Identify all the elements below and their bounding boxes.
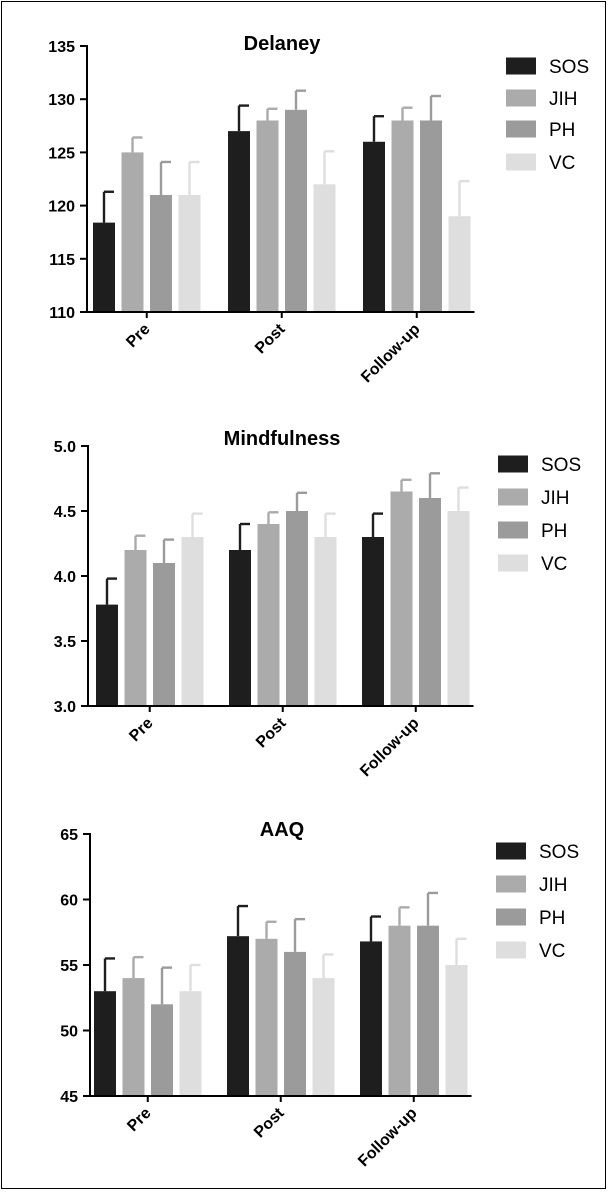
y-tick-label: 65	[60, 827, 78, 844]
chart-title: Delaney	[244, 33, 322, 55]
chart-title: AAQ	[260, 819, 304, 841]
bar	[314, 537, 337, 706]
legend-label: JIH	[549, 89, 578, 110]
y-tick-label: 4.0	[54, 569, 76, 586]
legend-label: JIH	[539, 875, 568, 896]
bar	[388, 925, 411, 1096]
bar	[229, 550, 251, 706]
x-tick-label: Follow-up	[355, 1105, 421, 1171]
legend-swatch	[498, 521, 528, 539]
legend-swatch	[496, 842, 526, 860]
bar	[227, 936, 249, 1096]
legend-label: PH	[541, 521, 567, 542]
x-tick-label: Follow-up	[358, 321, 424, 387]
legend-swatch	[506, 89, 536, 107]
x-tick-label: Post	[253, 714, 290, 751]
bar	[448, 216, 471, 312]
bar	[417, 925, 439, 1096]
bar	[286, 511, 308, 706]
bar	[150, 194, 172, 312]
bar	[178, 194, 201, 312]
y-tick-label: 3.0	[54, 699, 76, 716]
legend-label: SOS	[541, 455, 581, 476]
bar	[445, 965, 468, 1096]
y-tick-label: 5.0	[54, 439, 76, 456]
y-tick-label: 115	[49, 252, 75, 269]
x-tick-label: Follow-up	[357, 715, 423, 781]
bar	[312, 978, 335, 1096]
bar	[179, 991, 202, 1096]
y-tick-label: 125	[48, 145, 75, 162]
chart-title: Mindfulness	[224, 428, 341, 450]
bar	[124, 550, 147, 706]
legend-swatch	[496, 941, 526, 959]
bar	[362, 537, 384, 706]
legend-label: JIH	[541, 488, 570, 509]
y-tick-label: 4.5	[54, 504, 76, 521]
legend-swatch	[498, 488, 528, 506]
chart-mindfulness: Mindfulness 3.0 3.5 4.0 4.5 5.0 Pre Post Follow-…	[54, 428, 581, 780]
legend-swatch	[506, 120, 536, 138]
bar	[391, 120, 414, 312]
y-tick-label: 135	[48, 39, 75, 56]
y-tick-label: 130	[48, 92, 75, 109]
legend-swatch	[496, 908, 526, 926]
legend-swatch	[498, 455, 528, 473]
bar	[447, 511, 470, 706]
x-tick-label: Pre	[123, 321, 153, 351]
legend-label: SOS	[539, 842, 579, 863]
x-tick-label: Pre	[126, 715, 156, 745]
bar	[256, 120, 279, 312]
bar	[93, 222, 115, 312]
bar	[284, 951, 306, 1096]
bar	[255, 938, 278, 1096]
x-tick-label: Pre	[124, 1105, 154, 1135]
legend-label: VC	[541, 554, 567, 575]
y-tick-label: 55	[60, 958, 78, 975]
legend-swatch	[498, 554, 528, 572]
bar	[363, 141, 385, 312]
bar	[94, 991, 116, 1096]
bar	[285, 109, 307, 312]
legend-label: SOS	[549, 57, 589, 78]
bar	[228, 131, 250, 312]
y-tick-label: 110	[49, 305, 75, 322]
x-tick-label: Post	[251, 1104, 288, 1141]
y-tick-label: 60	[60, 893, 78, 910]
y-tick-label: 45	[60, 1089, 78, 1106]
bar	[390, 491, 413, 706]
bar	[420, 120, 442, 312]
bar	[121, 152, 144, 312]
bar	[151, 1004, 173, 1096]
legend-label: PH	[549, 120, 575, 141]
bar	[360, 941, 382, 1096]
legend-label: VC	[549, 153, 575, 174]
y-tick-label: 3.5	[54, 634, 76, 651]
bar	[96, 604, 118, 706]
chart-delaney: Delaney 110 115 120 125 130 135 Pre Post Follow-u…	[48, 33, 589, 386]
bar	[313, 184, 336, 312]
y-tick-label: 120	[48, 199, 75, 216]
y-tick-label: 50	[60, 1024, 78, 1041]
legend-label: VC	[539, 941, 565, 962]
bar	[153, 563, 175, 706]
legend-swatch	[506, 57, 536, 75]
bar	[181, 537, 204, 706]
legend-swatch	[496, 875, 526, 893]
x-tick-label: Post	[252, 320, 289, 357]
bar	[257, 524, 280, 706]
bar	[419, 498, 441, 706]
legend-label: PH	[539, 908, 565, 929]
legend-swatch	[506, 153, 536, 171]
chart-aaq: AAQ 45 50 55 60 65 Pre Post Follow-up SOS JIH PH VC	[60, 819, 579, 1170]
bar	[122, 978, 145, 1096]
